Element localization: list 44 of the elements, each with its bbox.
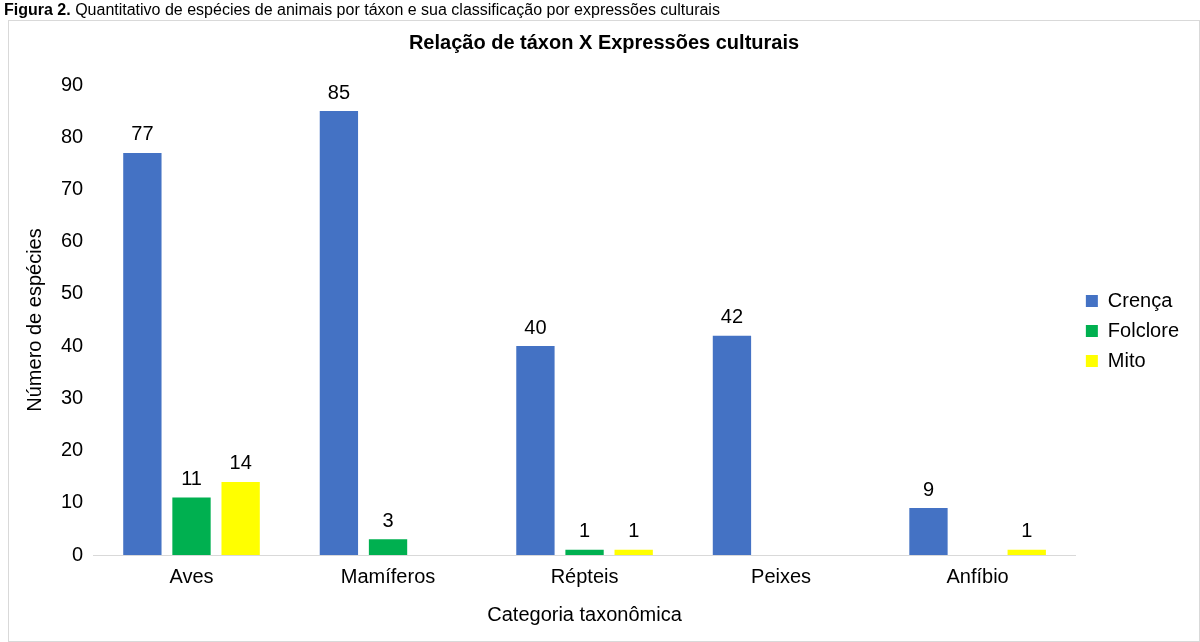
data-label: 11 — [181, 467, 202, 490]
y-tick-label: 20 — [61, 438, 84, 461]
y-axis-title: Número de espécies — [22, 228, 45, 412]
legend-label: Crença — [1107, 288, 1174, 311]
legend-label: Mito — [1107, 348, 1146, 371]
data-label: 1 — [1021, 519, 1033, 542]
bar — [712, 335, 752, 555]
data-label: 14 — [229, 451, 252, 474]
y-tick-label: 30 — [61, 385, 84, 408]
x-tick-label: Aves — [169, 564, 214, 587]
x-tick-label: Répteis — [550, 564, 619, 587]
chart-title: Relação de táxon X Expressões culturais — [408, 30, 800, 53]
data-label: 9 — [922, 477, 935, 500]
data-label: 77 — [131, 122, 154, 145]
data-label: 42 — [720, 305, 744, 328]
bar — [172, 497, 211, 555]
data-label: 3 — [382, 508, 394, 531]
y-tick-label: 40 — [61, 333, 84, 356]
bar — [123, 152, 162, 555]
y-tick-label: 10 — [61, 490, 84, 513]
data-label: 40 — [524, 315, 547, 338]
x-tick-label: Anfíbio — [946, 564, 1009, 587]
y-tick-label: 50 — [61, 281, 84, 304]
y-tick-label: 60 — [61, 229, 84, 252]
x-tick-label: Peixes — [751, 564, 812, 587]
bar — [319, 111, 359, 555]
y-tick-label: 70 — [61, 176, 84, 199]
data-label: 1 — [628, 519, 640, 542]
data-label: 85 — [327, 80, 351, 103]
bar — [516, 346, 555, 555]
y-tick-label: 90 — [61, 72, 84, 95]
y-tick-label: 80 — [61, 124, 84, 147]
x-tick-label: Mamíferos — [340, 564, 436, 587]
data-label: 1 — [578, 519, 591, 542]
text: Figura 2. Quantitativo de espécies de animais por táxon e sua classificação por expressões culturais — [3, 0, 721, 20]
bar — [909, 508, 948, 555]
x-axis-title: Categoria taxonômica — [487, 602, 683, 625]
legend-label: Folclore — [1107, 318, 1180, 341]
bar — [368, 539, 408, 555]
y-tick-label: 0 — [72, 542, 84, 565]
bar — [614, 549, 653, 555]
bar — [221, 481, 260, 555]
bar — [565, 549, 604, 555]
bar — [1007, 549, 1046, 555]
